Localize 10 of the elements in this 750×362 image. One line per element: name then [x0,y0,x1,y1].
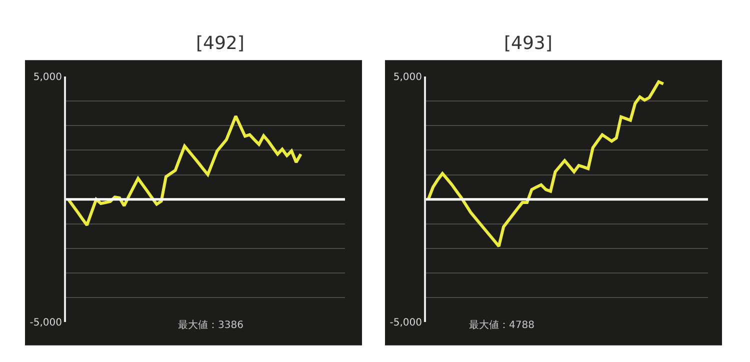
y-tick-label: 5,000 [33,72,62,84]
annotation: 最大値：4788 [469,319,534,331]
chart-title: [492] [196,33,244,54]
y-tick-label: 5,000 [393,72,422,84]
line-series [426,80,665,248]
annotation: 最大値：3386 [178,319,244,331]
y-tick-label: -5,000 [390,318,422,329]
line-series [66,114,302,227]
chart-title: [493] [504,33,552,54]
y-tick-label: -5,000 [30,318,62,329]
